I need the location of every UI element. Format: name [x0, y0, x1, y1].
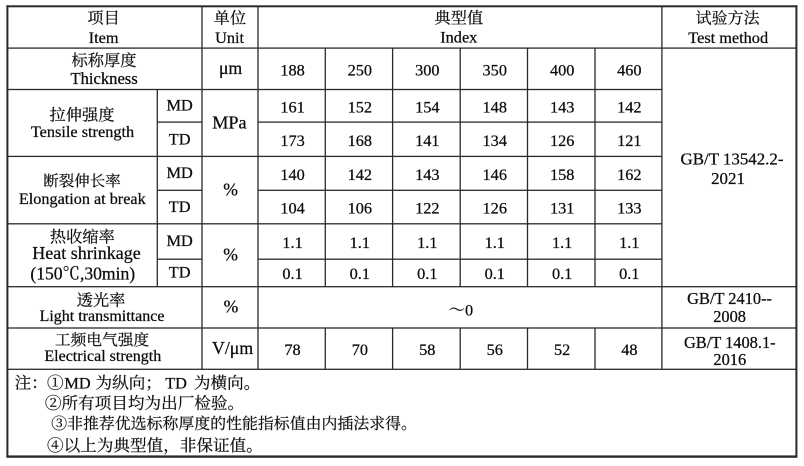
svg-text:0: 0: [465, 300, 473, 319]
svg-text:TD: TD: [169, 129, 191, 148]
svg-text:GB/T 2410--: GB/T 2410--: [687, 289, 772, 308]
svg-text:MPa: MPa: [212, 113, 246, 133]
svg-text:Thickness: Thickness: [70, 69, 137, 88]
svg-text:122: 122: [415, 198, 439, 217]
svg-text:MD: MD: [167, 96, 193, 115]
svg-text:0.1: 0.1: [350, 264, 370, 283]
svg-text:0.1: 0.1: [417, 264, 437, 283]
svg-text:300: 300: [415, 60, 439, 79]
svg-text:Electrical strength: Electrical strength: [44, 348, 161, 365]
svg-text:52: 52: [554, 340, 570, 359]
svg-text:%: %: [224, 296, 239, 316]
svg-text:158: 158: [550, 165, 574, 184]
svg-text:μm: μm: [219, 58, 242, 78]
svg-text:1.1: 1.1: [619, 233, 639, 252]
svg-text:173: 173: [280, 131, 304, 150]
svg-text:Elongation at break: Elongation at break: [19, 190, 147, 208]
svg-text:126: 126: [483, 198, 507, 217]
svg-text:56: 56: [487, 340, 503, 359]
svg-text:104: 104: [280, 198, 304, 217]
svg-text:161: 161: [280, 97, 304, 116]
svg-text:2021: 2021: [711, 169, 745, 188]
svg-text:Heat shrinkage: Heat shrinkage: [32, 243, 140, 263]
svg-text:V/μm: V/μm: [212, 338, 253, 358]
svg-text:350: 350: [483, 60, 507, 79]
svg-text:142: 142: [348, 165, 372, 184]
svg-text:141: 141: [415, 131, 439, 150]
svg-text:MD: MD: [64, 374, 90, 393]
svg-text:142: 142: [617, 97, 641, 116]
svg-text:143: 143: [550, 97, 574, 116]
svg-text:250: 250: [348, 60, 372, 79]
svg-text:Index: Index: [440, 28, 477, 47]
svg-text:0.1: 0.1: [485, 264, 505, 283]
svg-text:2008: 2008: [713, 307, 746, 326]
svg-text:TD: TD: [165, 374, 187, 393]
svg-text:MD: MD: [167, 231, 193, 250]
svg-text:152: 152: [348, 97, 372, 116]
svg-text:GB/T 13542.2-: GB/T 13542.2-: [681, 150, 784, 169]
svg-text:,30min): ,30min): [80, 263, 135, 283]
svg-text:(150: (150: [30, 263, 62, 283]
svg-text:126: 126: [550, 131, 574, 150]
svg-text:Light transmittance: Light transmittance: [40, 308, 165, 325]
svg-text:400: 400: [550, 60, 574, 79]
svg-text:Test method: Test method: [688, 28, 768, 47]
svg-text:154: 154: [415, 97, 439, 116]
svg-text:1.1: 1.1: [417, 233, 437, 252]
svg-text:Unit: Unit: [215, 28, 244, 47]
svg-text:162: 162: [617, 165, 641, 184]
svg-text:2016: 2016: [713, 350, 746, 369]
svg-text:121: 121: [617, 131, 641, 150]
svg-text:GB/T 1408.1-: GB/T 1408.1-: [684, 333, 776, 352]
svg-text:143: 143: [415, 165, 439, 184]
svg-text:460: 460: [617, 60, 641, 79]
svg-text:Item: Item: [89, 28, 119, 47]
svg-text:140: 140: [280, 165, 304, 184]
svg-text:TD: TD: [169, 197, 191, 216]
svg-text:%: %: [223, 245, 238, 265]
svg-text:0.1: 0.1: [552, 264, 572, 283]
svg-text:131: 131: [550, 198, 574, 217]
svg-text:58: 58: [419, 340, 435, 359]
svg-text:1.1: 1.1: [282, 233, 302, 252]
svg-text:0.1: 0.1: [619, 264, 639, 283]
svg-text:TD: TD: [169, 263, 191, 282]
svg-text:188: 188: [280, 60, 304, 79]
svg-text:1.1: 1.1: [485, 233, 505, 252]
svg-text:78: 78: [284, 340, 300, 359]
svg-text:%: %: [223, 180, 238, 200]
svg-text:168: 168: [348, 131, 372, 150]
svg-text:Tensile strength: Tensile strength: [31, 122, 134, 141]
svg-text:70: 70: [352, 340, 368, 359]
svg-text:1.1: 1.1: [552, 233, 572, 252]
svg-text:48: 48: [621, 340, 637, 359]
svg-text:1.1: 1.1: [350, 233, 370, 252]
svg-text:106: 106: [348, 198, 372, 217]
svg-text:134: 134: [483, 131, 507, 150]
svg-text:146: 146: [483, 165, 507, 184]
svg-text:MD: MD: [167, 163, 193, 182]
svg-text:148: 148: [483, 97, 507, 116]
svg-text:0.1: 0.1: [282, 264, 302, 283]
svg-text:133: 133: [617, 198, 641, 217]
